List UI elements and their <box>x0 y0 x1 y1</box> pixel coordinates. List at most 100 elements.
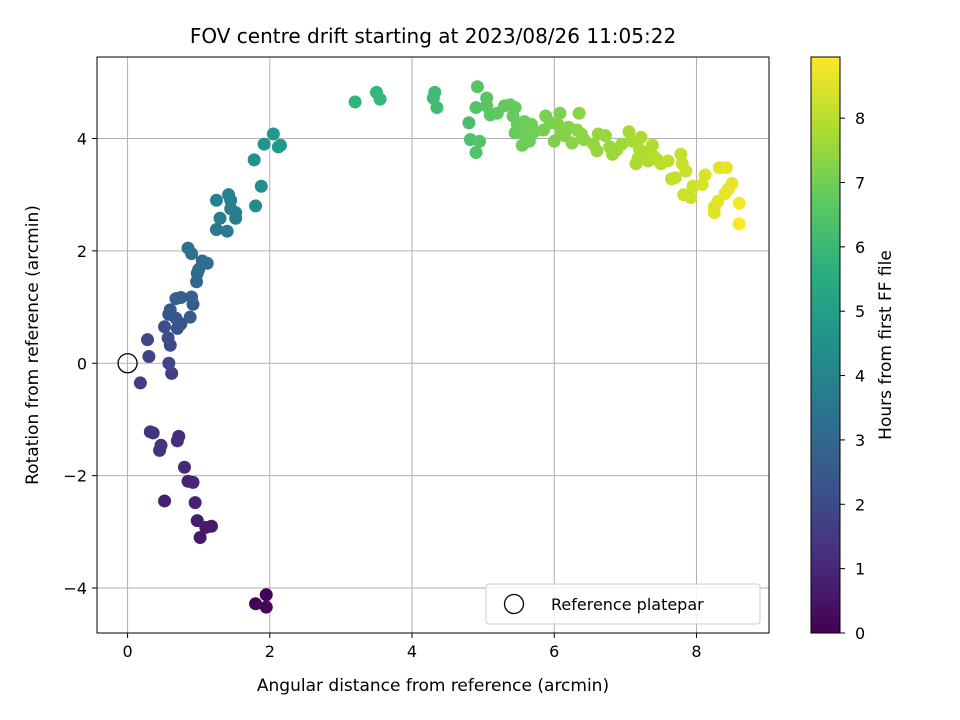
data-point <box>430 101 444 115</box>
y-tick-label: −4 <box>63 579 87 598</box>
x-axis-label: Angular distance from reference (arcmin) <box>257 676 609 696</box>
data-point <box>470 80 484 94</box>
colorbar-label: Hours from first FF file <box>876 250 896 440</box>
data-point <box>732 196 746 210</box>
data-point <box>469 146 483 160</box>
colorbar-tick-label: 2 <box>855 495 865 514</box>
y-tick-label: 4 <box>77 129 87 148</box>
data-point <box>565 136 579 150</box>
data-point <box>200 256 214 270</box>
colorbar-tick-label: 6 <box>855 238 865 257</box>
x-tick-label: 4 <box>407 642 417 661</box>
data-point <box>598 129 612 143</box>
data-point <box>732 217 746 231</box>
data-point <box>209 223 223 237</box>
colorbar-gradient <box>810 56 841 634</box>
data-point <box>462 116 476 130</box>
x-tick-label: 2 <box>265 642 275 661</box>
legend-reference-marker <box>503 593 525 615</box>
data-point <box>158 494 172 508</box>
colorbar-tick-label: 3 <box>855 431 865 450</box>
data-point <box>190 514 204 528</box>
data-point <box>146 426 160 440</box>
data-point <box>725 176 739 190</box>
y-tick-label: 2 <box>77 242 87 261</box>
data-point <box>679 164 693 178</box>
data-point <box>163 303 177 317</box>
data-point <box>257 137 271 151</box>
data-point <box>177 460 191 474</box>
legend: Reference platepar <box>485 583 761 625</box>
data-point <box>719 161 733 175</box>
colorbar: 0 1 2 3 4 5 6 7 8 Hours from first FF file <box>810 56 896 643</box>
colorbar-tick-label: 4 <box>855 367 865 386</box>
x-tick-label: 0 <box>122 642 132 661</box>
data-point <box>254 179 268 193</box>
data-point <box>698 168 712 182</box>
legend-entry-reference: Reference platepar <box>551 595 704 614</box>
x-tick-label: 6 <box>549 642 559 661</box>
data-point <box>522 134 536 148</box>
colorbar-tick-label: 0 <box>855 624 865 643</box>
data-point <box>249 199 263 213</box>
data-point <box>133 376 147 390</box>
data-point <box>271 140 285 154</box>
data-point <box>185 290 199 304</box>
legend-box <box>485 583 761 625</box>
reference-marker <box>117 353 138 374</box>
y-tick-label: 0 <box>77 354 87 373</box>
y-axis-label: Rotation from reference (arcmin) <box>23 205 43 485</box>
data-point <box>249 597 263 611</box>
data-point <box>220 224 234 238</box>
data-point <box>162 356 176 370</box>
data-point <box>259 588 273 602</box>
data-point <box>247 153 261 167</box>
colorbar-tick-label: 1 <box>855 560 865 579</box>
x-tick-label: 8 <box>691 642 701 661</box>
data-point <box>473 134 487 148</box>
plot-frame <box>96 56 770 634</box>
x-ticks: 0 2 4 6 8 <box>122 633 702 661</box>
data-point <box>174 291 188 305</box>
data-point <box>222 188 236 202</box>
data-point <box>188 496 202 510</box>
data-point <box>183 310 197 324</box>
grid-lines <box>97 57 769 633</box>
data-point <box>185 247 199 261</box>
chart-title: FOV centre drift starting at 2023/08/26 … <box>190 24 676 48</box>
data-point <box>259 600 273 614</box>
data-point <box>572 106 586 120</box>
data-point <box>348 95 362 109</box>
data-point <box>469 101 483 115</box>
data-point <box>186 475 200 489</box>
data-point <box>707 206 721 220</box>
data-point <box>266 127 280 141</box>
data-point <box>615 137 629 151</box>
colorbar-tick-label: 7 <box>855 173 865 192</box>
data-point <box>158 320 172 334</box>
y-tick-label: −2 <box>63 467 87 486</box>
data-point <box>661 154 675 168</box>
data-point <box>193 530 207 544</box>
colorbar-tick-label: 8 <box>855 109 865 128</box>
colorbar-ticks: 0 1 2 3 4 5 6 7 8 <box>840 109 865 643</box>
data-point <box>553 106 567 120</box>
data-point <box>590 144 604 158</box>
data-point <box>172 429 186 443</box>
data-point <box>209 193 223 207</box>
data-point <box>373 92 387 106</box>
data-point <box>165 366 179 380</box>
data-point <box>674 147 688 161</box>
data-point <box>204 519 218 533</box>
data-point <box>668 171 682 185</box>
colorbar-tick-label: 5 <box>855 302 865 321</box>
data-point <box>154 438 168 452</box>
data-point <box>480 91 494 105</box>
data-point <box>213 211 227 225</box>
data-point <box>140 333 154 347</box>
data-point <box>645 138 659 152</box>
data-point <box>142 350 156 364</box>
reference-marker-group <box>117 353 138 374</box>
y-ticks: −4 −2 0 2 4 <box>63 129 97 598</box>
